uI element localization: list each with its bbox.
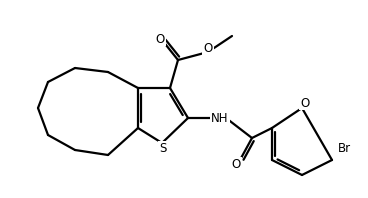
Text: NH: NH <box>211 111 229 125</box>
Text: O: O <box>300 96 309 109</box>
Text: O: O <box>155 32 164 46</box>
Text: Br: Br <box>337 142 351 154</box>
Text: O: O <box>231 157 241 170</box>
Text: O: O <box>204 42 213 54</box>
Text: S: S <box>159 142 167 154</box>
